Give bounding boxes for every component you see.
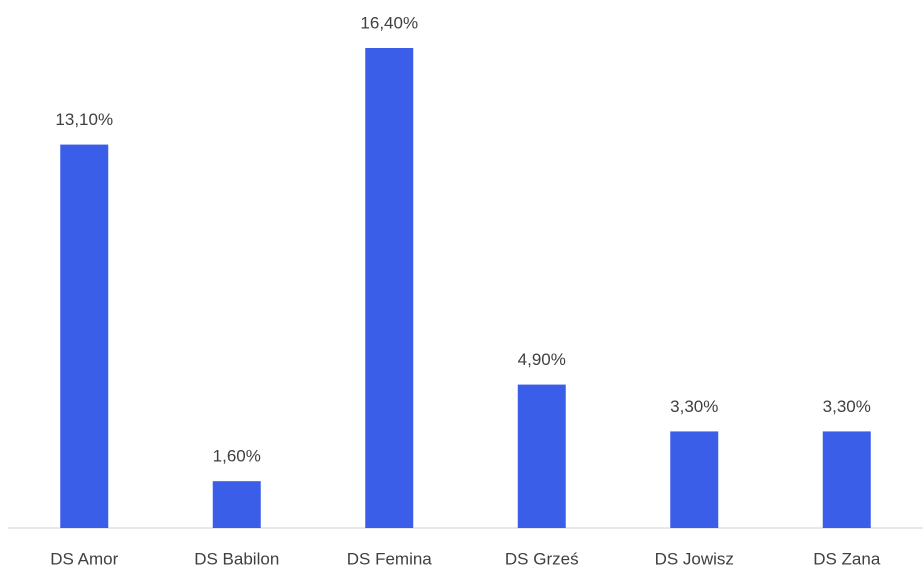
x-tick-label: DS Jowisz bbox=[655, 549, 734, 568]
bar bbox=[822, 431, 871, 528]
bar bbox=[60, 144, 109, 528]
x-tick-label: DS Grześ bbox=[505, 549, 579, 568]
value-label: 4,90% bbox=[518, 350, 566, 369]
bar bbox=[517, 384, 566, 528]
value-label: 1,60% bbox=[213, 447, 261, 466]
bar bbox=[365, 48, 414, 528]
x-tick-label: DS Amor bbox=[50, 549, 118, 568]
value-label: 3,30% bbox=[823, 397, 871, 416]
value-label: 3,30% bbox=[670, 397, 718, 416]
x-tick-label: DS Babilon bbox=[194, 549, 279, 568]
x-tick-label: DS Femina bbox=[347, 549, 433, 568]
value-label: 16,40% bbox=[360, 13, 418, 32]
bar bbox=[670, 431, 719, 528]
x-tick-label: DS Zana bbox=[813, 549, 881, 568]
bar bbox=[212, 481, 261, 528]
value-label: 13,10% bbox=[55, 110, 113, 129]
